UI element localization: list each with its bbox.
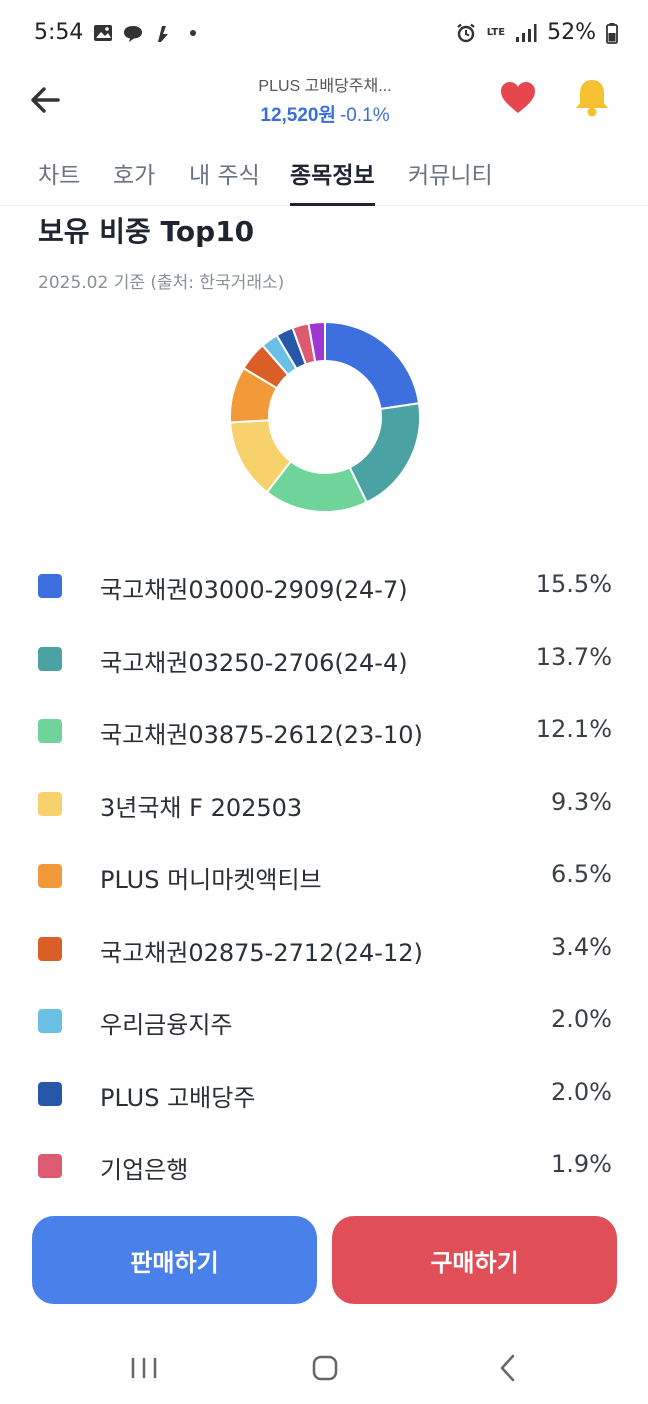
stock-change: -0.1% [339, 105, 390, 126]
holding-row: 국고채권03875-2612(23-10) 12.1% [0, 695, 648, 767]
holding-weight: 12.1% [535, 715, 612, 743]
holding-weight: 1.9% [551, 1150, 612, 1178]
tab-community[interactable]: 커뮤니티 [408, 163, 493, 189]
holding-color-swatch [38, 791, 62, 816]
holding-row: 우리금융지주 2.0% [0, 985, 648, 1057]
battery-percent: 52% [547, 20, 596, 45]
holding-name: PLUS 고배당주 [100, 1083, 256, 1112]
holding-row: 국고채권03000-2909(24-7) 15.5% [0, 550, 648, 622]
holding-weight: 2.0% [551, 1005, 612, 1033]
holding-color-swatch [38, 864, 62, 888]
holding-weight: 3.4% [551, 932, 612, 961]
bell-icon[interactable] [572, 76, 612, 118]
holding-name: 우리금융지주 [100, 1011, 233, 1039]
stock-price: 12,520원 [260, 105, 336, 126]
tab-bar: 차트 호가 내 주식 종목정보 커뮤니티 [0, 148, 648, 206]
stock-name: PLUS 고배당주채... [258, 78, 392, 95]
holding-color-swatch [38, 574, 62, 598]
holding-color-swatch [38, 1009, 62, 1033]
recent-apps-icon[interactable] [124, 1350, 164, 1386]
holding-color-swatch [38, 936, 62, 961]
chat-icon [124, 26, 142, 42]
holding-row: 3년국채 F 202503 9.3% [0, 768, 648, 840]
heart-icon[interactable] [498, 78, 538, 118]
holding-row: PLUS 고배당주 2.0% [0, 1058, 648, 1130]
holding-row: 기업은행 1.9% [0, 1130, 648, 1202]
tab-my-stock[interactable]: 내 주식 [189, 163, 260, 189]
holding-name: 국고채권03000-2909(24-7) [100, 576, 408, 604]
status-notification-icons [92, 22, 196, 44]
holdings-donut-chart [229, 321, 421, 513]
section-title: 보유 비중 Top10 [38, 215, 255, 248]
holding-row: 국고채권03250-2706(24-4) 13.7% [0, 623, 648, 695]
status-bar: 5:54 LTE 52% [0, 0, 648, 68]
holding-color-swatch [38, 1154, 62, 1178]
holding-color-swatch [38, 719, 62, 743]
app-notification-icon [158, 26, 168, 42]
holding-row: PLUS 머니마켓액티브 6.5% [0, 840, 648, 912]
holding-weight: 13.7% [535, 642, 612, 671]
holding-color-swatch [38, 1081, 62, 1106]
trade-button-bar: 판매하기 구매하기 [0, 1200, 648, 1330]
sell-button[interactable]: 판매하기 [32, 1216, 317, 1304]
network-type: LTE [486, 26, 506, 38]
stock-header: PLUS 고배당주채... 12,520원 -0.1% [0, 68, 648, 140]
stock-summary: PLUS 고배당주채... 12,520원 -0.1% [200, 72, 450, 127]
home-icon[interactable] [305, 1350, 345, 1386]
back-nav-icon[interactable] [488, 1350, 528, 1386]
system-nav-bar [0, 1330, 648, 1404]
tab-stock-info[interactable]: 종목정보 [290, 156, 375, 206]
stock-price-row: 12,520원 -0.1% [200, 100, 450, 127]
status-time: 5:54 [34, 20, 84, 45]
holding-row: 국고채권02875-2712(24-12) 3.4% [0, 913, 648, 985]
holding-weight: 2.0% [551, 1077, 612, 1106]
holding-name: 기업은행 [100, 1156, 189, 1184]
holding-name: 국고채권03875-2612(23-10) [100, 721, 423, 749]
holding-weight: 15.5% [535, 570, 612, 598]
more-notifications-dot [190, 30, 196, 36]
tab-chart[interactable]: 차트 [38, 163, 81, 189]
holding-name: 3년국채 F 202503 [100, 793, 303, 822]
battery-icon [606, 22, 618, 44]
holding-weight: 6.5% [551, 860, 612, 888]
signal-icon [516, 23, 537, 42]
section-subtitle: 2025.02 기준 (출처: 한국거래소) [38, 273, 285, 293]
alarm-icon [457, 23, 475, 42]
status-system-icons: LTE 52% [455, 20, 618, 45]
holding-name: PLUS 머니마켓액티브 [100, 866, 322, 894]
holding-name: 국고채권02875-2712(24-12) [100, 938, 423, 967]
holding-weight: 9.3% [551, 787, 612, 816]
back-arrow-icon[interactable] [26, 80, 66, 120]
buy-button[interactable]: 구매하기 [332, 1216, 617, 1304]
gallery-icon [94, 25, 112, 41]
donut-slice [324, 321, 421, 411]
holding-name: 국고채권03250-2706(24-4) [100, 648, 408, 677]
donut-slice [307, 321, 326, 364]
tab-orderbook[interactable]: 호가 [113, 163, 156, 189]
holding-color-swatch [38, 646, 62, 671]
